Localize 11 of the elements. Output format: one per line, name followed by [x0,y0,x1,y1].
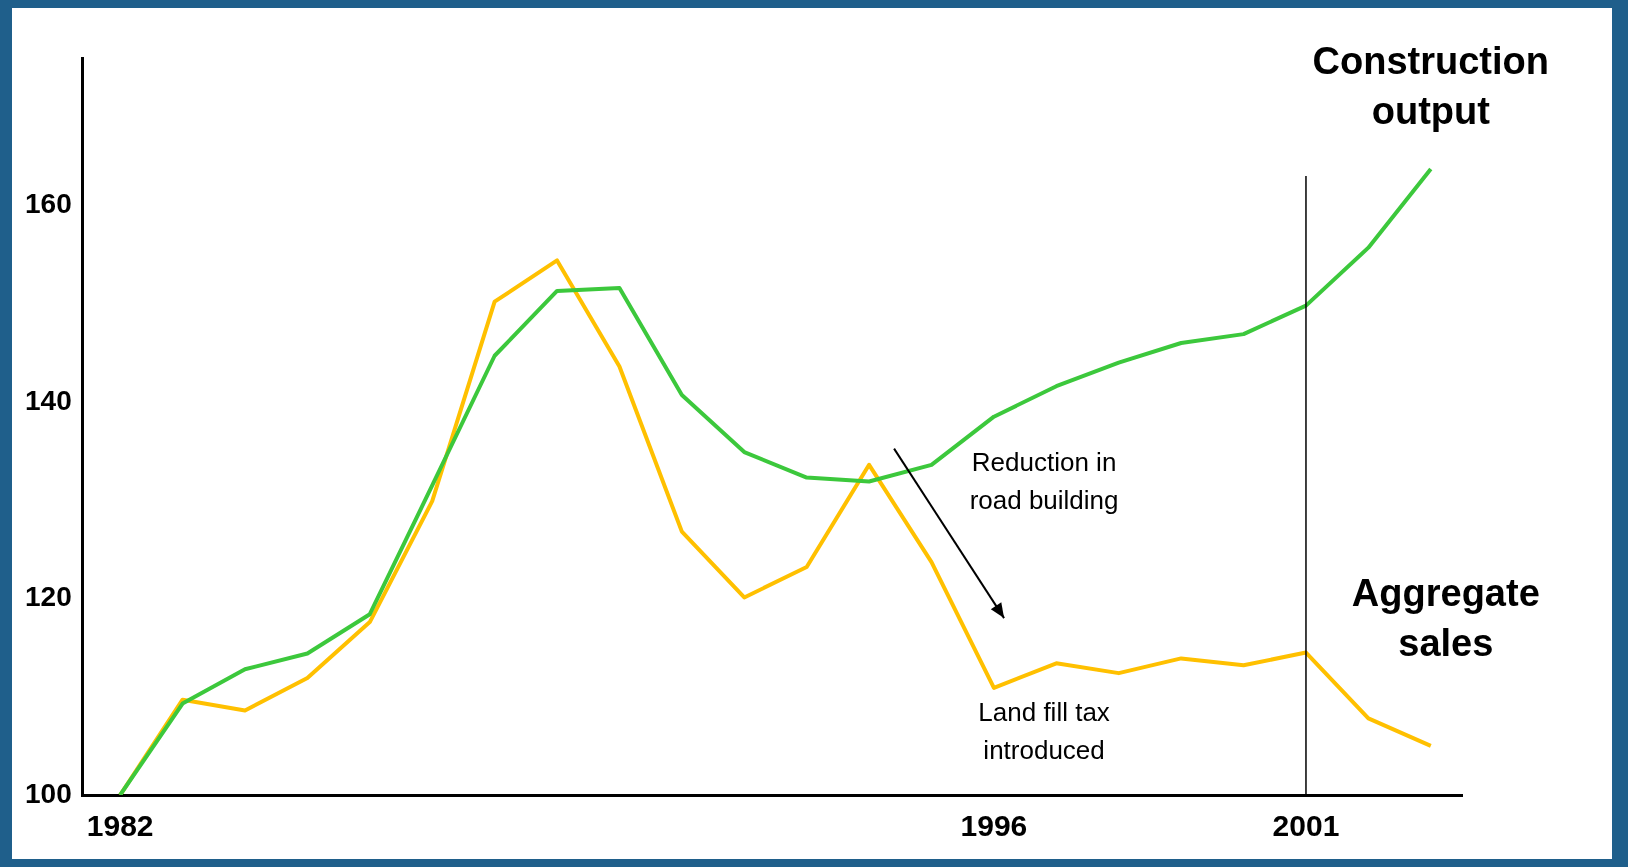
y-tick-label: 140 [25,384,72,416]
x-tick-label: 2001 [1272,809,1340,843]
y-tick-label: 100 [25,777,72,809]
x-tick-label: 1982 [86,809,154,843]
y-tick-label: 120 [25,581,72,613]
x-tick-label: 1996 [960,809,1028,843]
annotation: Land fill tax introduced [978,697,1110,766]
text: Construction output [1312,40,1550,133]
annotation: Reduction in road building [969,446,1119,515]
y-tick-label: 160 [25,188,72,220]
series-label: Aggregate sales [1351,571,1540,664]
